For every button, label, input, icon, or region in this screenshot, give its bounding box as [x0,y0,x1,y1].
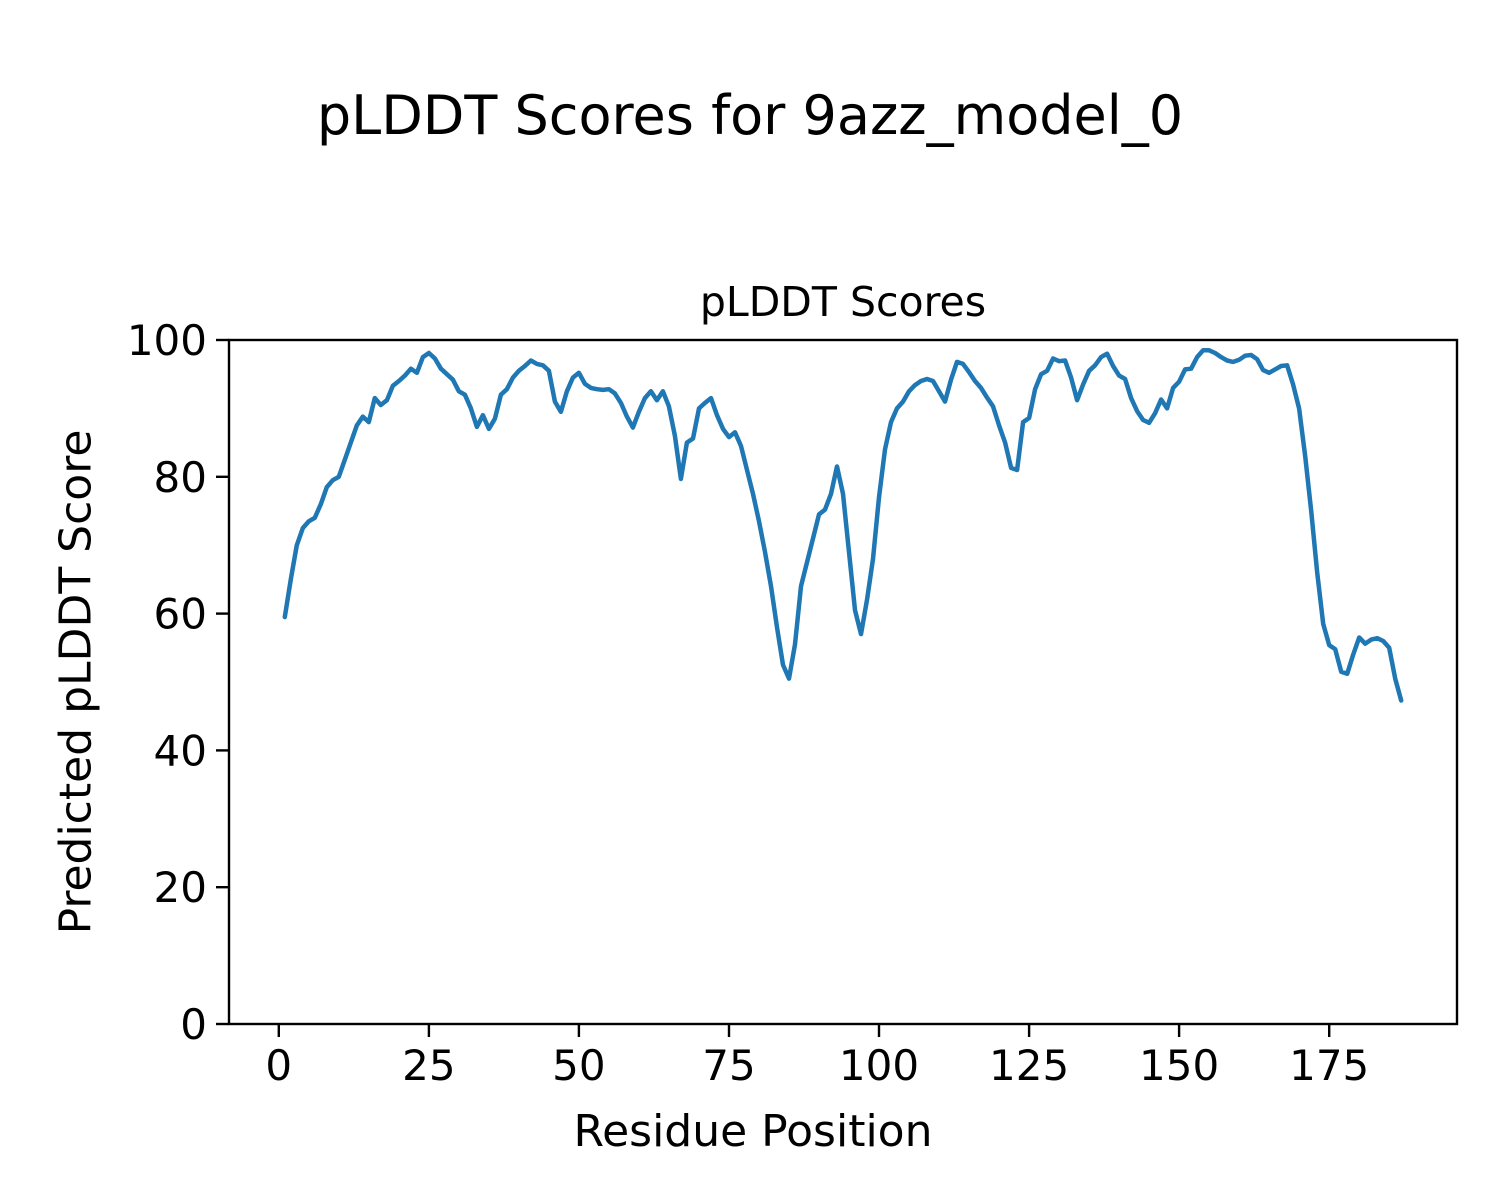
x-tick-label: 50 [552,1041,605,1090]
y-tick-label: 80 [154,453,207,502]
x-tick-label: 100 [839,1041,919,1090]
y-axis-label: Predicted pLDDT Score [50,429,102,935]
y-tick-label: 60 [154,590,207,639]
x-tick-label: 175 [1289,1041,1369,1090]
plot-frame [227,338,1459,1026]
y-tick-label: 40 [154,726,207,775]
x-axis-label: Residue Position [573,1106,933,1157]
y-tick-label: 0 [180,1000,207,1049]
axis-ticks [216,338,1331,1037]
x-tick-label: 25 [402,1041,455,1090]
axis-tick-labels: 0 25 50 75 100 125 150 175 0 20 40 60 80 100 [127,316,1369,1090]
x-tick-label: 125 [989,1041,1069,1090]
axes-title: pLDDT Scores [699,278,987,326]
figure-title: pLDDT Scores for 9azz_model_0 [316,84,1184,147]
x-tick-label: 0 [265,1041,292,1090]
y-tick-label: 20 [154,863,207,912]
x-tick-label: 150 [1139,1041,1219,1090]
x-tick-label: 75 [702,1041,755,1090]
plddt-series-line [282,348,1404,703]
y-tick-label: 100 [127,316,207,365]
